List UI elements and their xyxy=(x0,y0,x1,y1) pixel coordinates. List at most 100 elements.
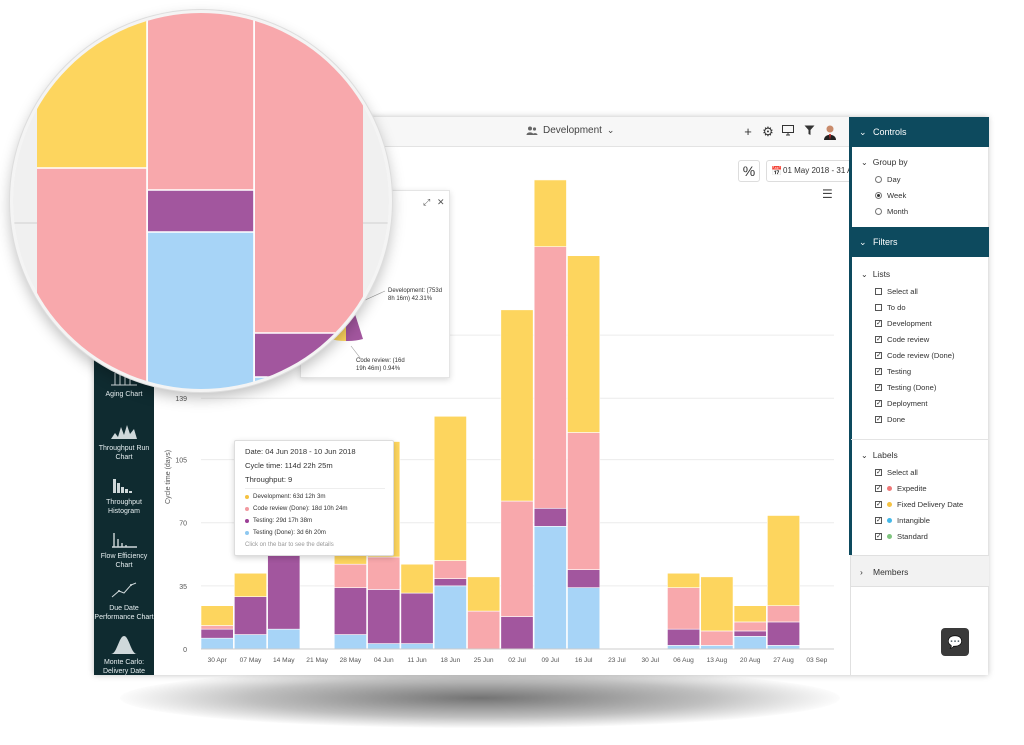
checkbox[interactable]: ✓ xyxy=(875,384,882,391)
tooltip-row: Testing: 29d 17h 38m xyxy=(245,517,312,524)
bar-segment xyxy=(267,628,301,650)
list-filter-item[interactable]: ✓ Development xyxy=(875,319,932,328)
expand-icon[interactable]: ⤢ xyxy=(423,197,431,207)
zoom-testing-done-segment xyxy=(148,232,254,389)
chevron-down-icon: ⌄ xyxy=(861,158,868,167)
bar-segment xyxy=(700,645,734,650)
close-icon[interactable]: ✕ xyxy=(437,197,445,207)
cycle-time-chart[interactable]: 03570105139174Cycle time (days)30 Apr07 … xyxy=(154,147,850,675)
bar-segment xyxy=(533,179,567,247)
tooltip-hint: Click on the bar to see the details xyxy=(245,542,334,548)
group-by-month-option[interactable]: Month xyxy=(875,207,908,216)
bar-segment xyxy=(767,515,800,607)
lists-header[interactable]: ⌄ Lists xyxy=(861,269,890,279)
chat-icon[interactable]: 💬 xyxy=(941,628,969,656)
checkbox[interactable]: ✓ xyxy=(875,320,882,327)
group-by-day-option[interactable]: Day xyxy=(875,175,901,184)
bar-segment xyxy=(500,500,534,617)
controls-header[interactable]: ⌄ Controls xyxy=(851,117,989,147)
chevron-right-icon: › xyxy=(860,567,863,577)
x-tick-label: 23 Jul xyxy=(608,657,626,664)
label-filter-item[interactable]: ✓ Intangible xyxy=(875,516,930,525)
x-tick-label: 18 Jun xyxy=(440,657,460,664)
x-tick-label: 30 Jul xyxy=(641,657,659,664)
label-filter-item[interactable]: ✓ Expedite xyxy=(875,484,927,493)
bar-segment xyxy=(767,621,800,646)
label-color-dot xyxy=(887,502,892,507)
checkbox[interactable]: ✓ xyxy=(875,368,882,375)
checkbox[interactable] xyxy=(875,304,882,311)
filter-icon[interactable] xyxy=(801,124,817,140)
option-label: Day xyxy=(887,175,901,184)
y-tick-label: 70 xyxy=(179,521,187,528)
x-tick-label: 25 Jun xyxy=(474,657,494,664)
labels-header[interactable]: ⌄ Labels xyxy=(861,450,898,460)
label-filter-item[interactable]: ✓ Standard xyxy=(875,532,928,541)
radio-month[interactable] xyxy=(875,208,882,215)
nav-item-throughput-run-chart[interactable]: Throughput Run Chart xyxy=(94,419,154,462)
aging-chart-thumbnail-icon xyxy=(111,369,137,386)
group-by-header[interactable]: ⌄ Group by xyxy=(861,157,908,167)
checkbox[interactable]: ✓ xyxy=(875,469,882,476)
list-filter-item[interactable]: ✓ Code review (Done) xyxy=(875,351,955,360)
checkbox[interactable]: ✓ xyxy=(875,485,882,492)
bar-segment xyxy=(234,596,267,635)
checkbox[interactable]: ✓ xyxy=(875,352,882,359)
list-filter-item[interactable]: ✓ Testing xyxy=(875,367,911,376)
filters-header[interactable]: ⌄ Filters xyxy=(851,227,989,257)
plus-icon[interactable]: + xyxy=(744,124,752,139)
list-filter-item[interactable]: ✓ Testing (Done) xyxy=(875,383,936,392)
gear-icon[interactable]: ⚙ xyxy=(762,124,774,139)
y-tick-label: 35 xyxy=(179,584,187,591)
x-tick-label: 11 Jun xyxy=(407,657,427,664)
tooltip-date: Date: 04 Jun 2018 - 10 Jun 2018 xyxy=(245,447,356,456)
nav-label: Flow Efficiency Chart xyxy=(100,553,148,569)
user-avatar[interactable] xyxy=(822,124,838,140)
nav-item-aging-chart[interactable]: Aging Chart xyxy=(94,365,154,399)
bar-segment xyxy=(467,576,501,612)
percent-toggle-button[interactable]: % xyxy=(738,160,760,182)
nav-item-throughput-histogram[interactable]: Throughput Histogram xyxy=(94,473,154,516)
x-tick-label: 03 Sep xyxy=(806,657,827,664)
list-filter-label: Select all xyxy=(887,287,918,296)
group-by-week-option[interactable]: Week xyxy=(875,191,906,200)
x-tick-label: 28 May xyxy=(340,657,362,664)
list-filter-item[interactable]: ✓ Deployment xyxy=(875,399,928,408)
checkbox[interactable]: ✓ xyxy=(875,501,882,508)
members-section[interactable]: › Members xyxy=(851,555,989,587)
monitor-icon[interactable] xyxy=(780,124,796,140)
bar-segment xyxy=(400,643,434,650)
list-filter-item[interactable]: To do xyxy=(875,303,906,312)
label-filter-label: Fixed Delivery Date xyxy=(897,500,964,509)
y-tick-label: 105 xyxy=(175,458,187,465)
checkbox[interactable]: ✓ xyxy=(875,517,882,524)
board-selector[interactable]: Development ⌄ xyxy=(526,125,614,136)
bar-segment xyxy=(700,630,734,646)
bar-segment xyxy=(367,589,401,644)
checkbox[interactable]: ✓ xyxy=(875,416,882,423)
label-filter-label: Intangible xyxy=(897,516,930,525)
x-tick-label: 02 Jul xyxy=(508,657,526,664)
label-color-dot xyxy=(887,518,892,523)
radio-day[interactable] xyxy=(875,176,882,183)
nav-item-monte-carlo-delivery-date[interactable]: Monte Carlo: Delivery Date xyxy=(94,633,154,675)
label-filter-item[interactable]: ✓ Fixed Delivery Date xyxy=(875,500,963,509)
list-filter-item[interactable]: Select all xyxy=(875,287,918,296)
checkbox[interactable] xyxy=(875,288,882,295)
label-filter-item[interactable]: ✓ Select all xyxy=(875,468,918,477)
checkbox[interactable]: ✓ xyxy=(875,400,882,407)
list-filter-item[interactable]: ✓ Code review xyxy=(875,335,929,344)
checkbox[interactable]: ✓ xyxy=(875,533,882,540)
bar-segment xyxy=(200,637,234,650)
bar-segment xyxy=(200,628,234,639)
list-filter-item[interactable]: ✓ Done xyxy=(875,415,905,424)
checkbox[interactable]: ✓ xyxy=(875,336,882,343)
x-tick-label: 30 Apr xyxy=(208,657,228,664)
tooltip-throughput: Throughput: 9 xyxy=(245,475,293,484)
chart-menu-icon[interactable]: ☰ xyxy=(822,187,833,201)
nav-item-due-date-performance-chart[interactable]: Due Date Performance Chart xyxy=(94,579,154,622)
label-color-dot xyxy=(887,486,892,491)
bar-segment xyxy=(433,560,467,579)
nav-item-flow-efficiency-chart[interactable]: Flow Efficiency Chart xyxy=(94,527,154,570)
radio-week[interactable] xyxy=(875,192,882,199)
